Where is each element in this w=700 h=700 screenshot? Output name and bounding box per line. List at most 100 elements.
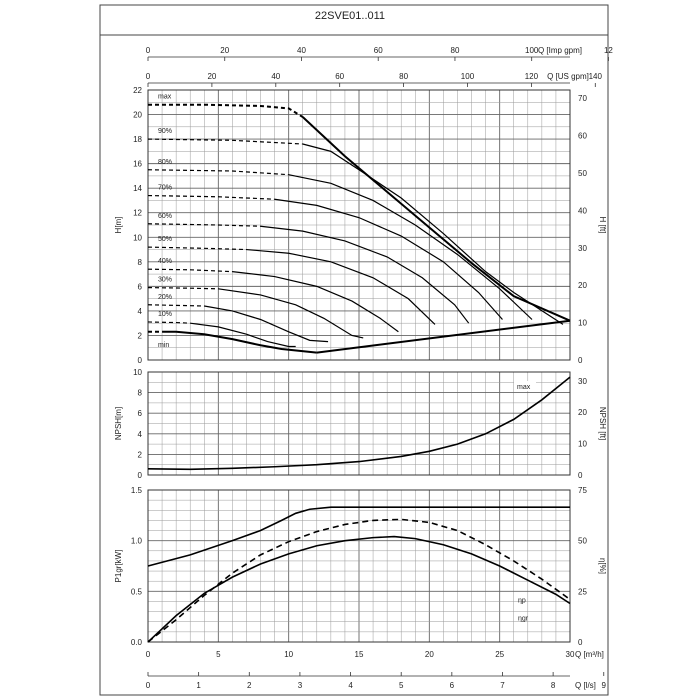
y2-tick-label: 50 [578, 537, 587, 546]
y-tick-label: 0 [138, 356, 143, 365]
y2-tick-label: 0 [578, 356, 583, 365]
y2-tick-label: 30 [578, 377, 587, 386]
y2-axis-label: H [ft] [598, 217, 607, 234]
top-axis-us-tick: 140 [589, 72, 603, 81]
y-tick-label: 10 [133, 368, 142, 377]
curve-10%-dashed [147, 321, 191, 324]
x2-tick-label: 7 [500, 681, 505, 690]
speed-label: max [158, 94, 172, 101]
speed-label: 10% [158, 311, 172, 318]
y2-tick-label: 70 [578, 94, 587, 103]
speed-label: 40% [158, 258, 172, 265]
y2-tick-label: 75 [578, 486, 587, 495]
x2-tick-label: 3 [298, 681, 303, 690]
y2-tick-label: 25 [578, 587, 587, 596]
curve-80%-dashed [147, 169, 289, 176]
npsh-annotation: max [517, 384, 531, 391]
y-tick-label: 14 [133, 184, 142, 193]
curve-40% [232, 271, 399, 333]
curve-ηgr [147, 535, 571, 643]
y2-tick-label: 20 [578, 408, 587, 417]
y-tick-label: 8 [138, 389, 143, 398]
y-tick-label: 0 [138, 471, 143, 480]
x2-tick-label: 2 [247, 681, 252, 690]
curve-10% [190, 322, 296, 348]
top-axis-imp-tick: 40 [297, 46, 306, 55]
curve-ηp [147, 518, 571, 643]
curve-70%-dashed [147, 194, 275, 200]
chart-title: 22SVE01..011 [314, 10, 386, 22]
curve-90%-dashed [147, 138, 303, 145]
y2-tick-label: 60 [578, 132, 587, 141]
y-tick-label: 1.0 [131, 537, 143, 546]
x2-tick-label: 1 [196, 681, 201, 690]
top-axis-imp-tick: 0 [146, 46, 151, 55]
y-tick-label: 2 [138, 331, 143, 340]
top-axis-imp-tick: 60 [374, 46, 383, 55]
top-axis-us-tick: 60 [335, 72, 344, 81]
y2-tick-label: 10 [578, 319, 587, 328]
y-tick-label: 1.5 [131, 486, 143, 495]
curve-20%-dashed [147, 304, 205, 307]
top-axis-imp-tick: 20 [220, 46, 229, 55]
curve-min-flow-boundary [316, 319, 571, 354]
curve-40%-dashed [147, 268, 233, 273]
x-tick-label: 0 [146, 650, 151, 659]
speed-label: 20% [158, 294, 172, 301]
y2-axis-label: η[%] [598, 558, 607, 574]
x2-tick-label: 9 [602, 681, 607, 690]
y-tick-label: 6 [138, 282, 143, 291]
y-tick-label: 18 [133, 135, 142, 144]
y-tick-label: 12 [133, 209, 142, 218]
x-tick-label: 15 [355, 650, 364, 659]
y-tick-label: 8 [138, 258, 143, 267]
curve-max [302, 116, 571, 322]
speed-label: 50% [158, 236, 172, 243]
x-tick-label: 10 [284, 650, 293, 659]
y2-tick-label: 40 [578, 206, 587, 215]
speed-label: min [158, 342, 169, 349]
y-tick-label: 4 [138, 307, 143, 316]
y-tick-label: 10 [133, 233, 142, 242]
top-axis-us-label: Q [US gpm] [547, 72, 589, 81]
y2-tick-label: 30 [578, 244, 587, 253]
curve-P1gr [147, 506, 570, 567]
curve-min [162, 330, 317, 354]
x-tick-label: 5 [216, 650, 221, 659]
y-tick-label: 0.5 [131, 587, 143, 596]
top-axis-imp-tick: 80 [451, 46, 460, 55]
sheet-border [99, 4, 609, 696]
y-tick-label: 4 [138, 430, 143, 439]
top-axis-us-tick: 20 [207, 72, 216, 81]
curve-20% [204, 305, 329, 343]
y2-tick-label: 10 [578, 440, 587, 449]
x-tick-label: 20 [425, 650, 434, 659]
curve-max-dashed [148, 103, 304, 118]
y-axis-label: NPSH[m] [114, 407, 123, 440]
top-axis-us-tick: 120 [525, 72, 539, 81]
x2-tick-label: 5 [399, 681, 404, 690]
y2-tick-label: 20 [578, 281, 587, 290]
x2-tick-label: 0 [146, 681, 151, 690]
annotation-eta-p: ηp [518, 597, 526, 604]
top-axis-us-tick: 80 [399, 72, 408, 81]
y-tick-label: 0.0 [131, 638, 143, 647]
y-tick-label: 22 [133, 86, 142, 95]
x2-tick-label: 4 [348, 681, 353, 690]
y2-tick-label: 0 [578, 638, 583, 647]
curve-max [147, 376, 571, 471]
x-tick-label: 25 [495, 650, 504, 659]
y-tick-label: 20 [133, 111, 142, 120]
curve-30% [218, 288, 364, 339]
top-axis-imp-tick: 100 [525, 46, 539, 55]
plot-area-head [147, 89, 571, 361]
top-axis-us-tick: 100 [461, 72, 475, 81]
y-tick-label: 2 [138, 450, 143, 459]
x2-tick-label: 6 [450, 681, 455, 690]
speed-label: 90% [158, 128, 172, 135]
annotation-bg [514, 381, 536, 391]
y-tick-label: 6 [138, 409, 143, 418]
top-axis-us-tick: 0 [146, 72, 151, 81]
plot-area-npsh [147, 371, 571, 476]
